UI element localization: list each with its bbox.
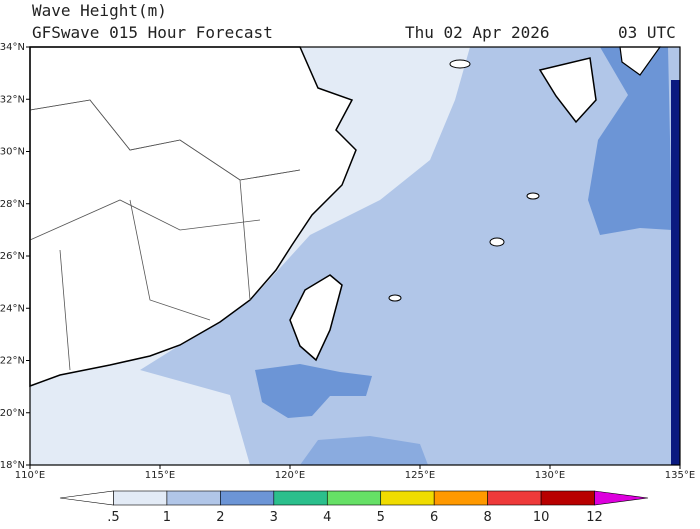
time: 03 UTC — [618, 23, 676, 42]
island — [526, 192, 540, 200]
colorbar-label: 3 — [270, 510, 278, 525]
lon-tick-label: 125°E — [405, 470, 435, 481]
colorbar-segment — [273, 490, 328, 506]
colorbar-segment — [326, 490, 382, 506]
colorbar-segment — [540, 490, 595, 506]
rough-zone — [300, 436, 428, 465]
lon-tick-label: 135°E — [665, 470, 695, 481]
colorbar-label: 1 — [163, 510, 171, 525]
colorbar-label: 8 — [483, 510, 491, 525]
taiwan — [289, 274, 343, 362]
province-border — [29, 99, 301, 371]
lat-tick-label: 34°N — [0, 42, 25, 53]
colorbar-low — [59, 490, 114, 506]
colorbar-label: 6 — [430, 510, 438, 525]
colorbar-segment — [166, 490, 221, 506]
lon-tick-label: 130°E — [535, 470, 565, 481]
edge-band — [671, 80, 680, 465]
colorbar-segment — [380, 490, 435, 506]
title: Wave Height(m) — [32, 1, 167, 20]
island — [449, 59, 471, 69]
lat-tick-label: 30°N — [0, 147, 25, 158]
rough-zone — [588, 47, 672, 235]
subtitle: GFSwave 015 Hour Forecast — [32, 23, 273, 42]
lon-tick-label: 120°E — [275, 470, 305, 481]
colorbar-high — [594, 490, 649, 506]
lat-tick-label: 20°N — [0, 408, 25, 419]
colorbar-label: 4 — [323, 510, 331, 525]
date: Thu 02 Apr 2026 — [405, 23, 550, 42]
lat-tick-label: 28°N — [0, 199, 25, 210]
lat-tick-label: 24°N — [0, 303, 25, 314]
colorbar-label: 12 — [586, 510, 603, 525]
lon-tick-label: 115°E — [145, 470, 175, 481]
rough-zone — [255, 364, 372, 418]
island — [388, 294, 402, 302]
lat-tick-label: 32°N — [0, 94, 25, 105]
lon-tick-label: 110°E — [15, 470, 45, 481]
map — [29, 46, 681, 466]
colorbar-segment — [220, 490, 275, 506]
colorbar-segment — [487, 490, 542, 506]
kyushu — [538, 57, 597, 124]
colorbar-label: .5 — [107, 510, 119, 525]
colorbar-label: 2 — [216, 510, 224, 525]
colorbar-segment — [433, 490, 488, 506]
axes: 18°N 20°N 22°N 24°N 26°N 28°N 30°N 32°N 34°N 110°… — [0, 42, 695, 481]
colorbar-segment — [113, 490, 168, 506]
colorbar: .5 1 2 3 4 5 6 8 10 12 — [59, 490, 649, 525]
lat-tick-label: 26°N — [0, 251, 25, 262]
island — [489, 237, 505, 247]
colorbar-label: 5 — [377, 510, 385, 525]
mainland — [29, 46, 357, 388]
lat-tick-label: 22°N — [0, 356, 25, 367]
colorbar-label: 10 — [533, 510, 550, 525]
lat-tick-label: 18°N — [0, 460, 25, 471]
